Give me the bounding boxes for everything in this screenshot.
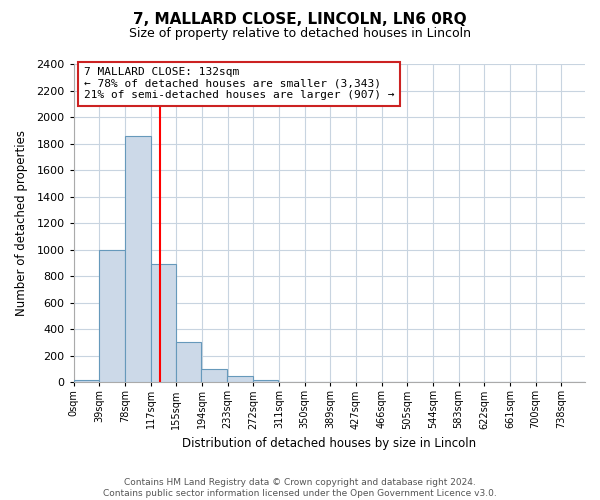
Bar xyxy=(201,369,227,382)
Bar xyxy=(227,376,253,382)
X-axis label: Distribution of detached houses by size in Lincoln: Distribution of detached houses by size … xyxy=(182,437,476,450)
Text: 7 MALLARD CLOSE: 132sqm
← 78% of detached houses are smaller (3,343)
21% of semi: 7 MALLARD CLOSE: 132sqm ← 78% of detache… xyxy=(84,67,394,100)
Bar xyxy=(125,136,151,382)
Bar xyxy=(151,264,176,382)
Bar xyxy=(74,380,99,382)
Y-axis label: Number of detached properties: Number of detached properties xyxy=(15,130,28,316)
Bar xyxy=(99,250,125,382)
Text: 7, MALLARD CLOSE, LINCOLN, LN6 0RQ: 7, MALLARD CLOSE, LINCOLN, LN6 0RQ xyxy=(133,12,467,28)
Text: Contains HM Land Registry data © Crown copyright and database right 2024.
Contai: Contains HM Land Registry data © Crown c… xyxy=(103,478,497,498)
Bar xyxy=(176,342,201,382)
Bar xyxy=(253,380,278,382)
Text: Size of property relative to detached houses in Lincoln: Size of property relative to detached ho… xyxy=(129,28,471,40)
